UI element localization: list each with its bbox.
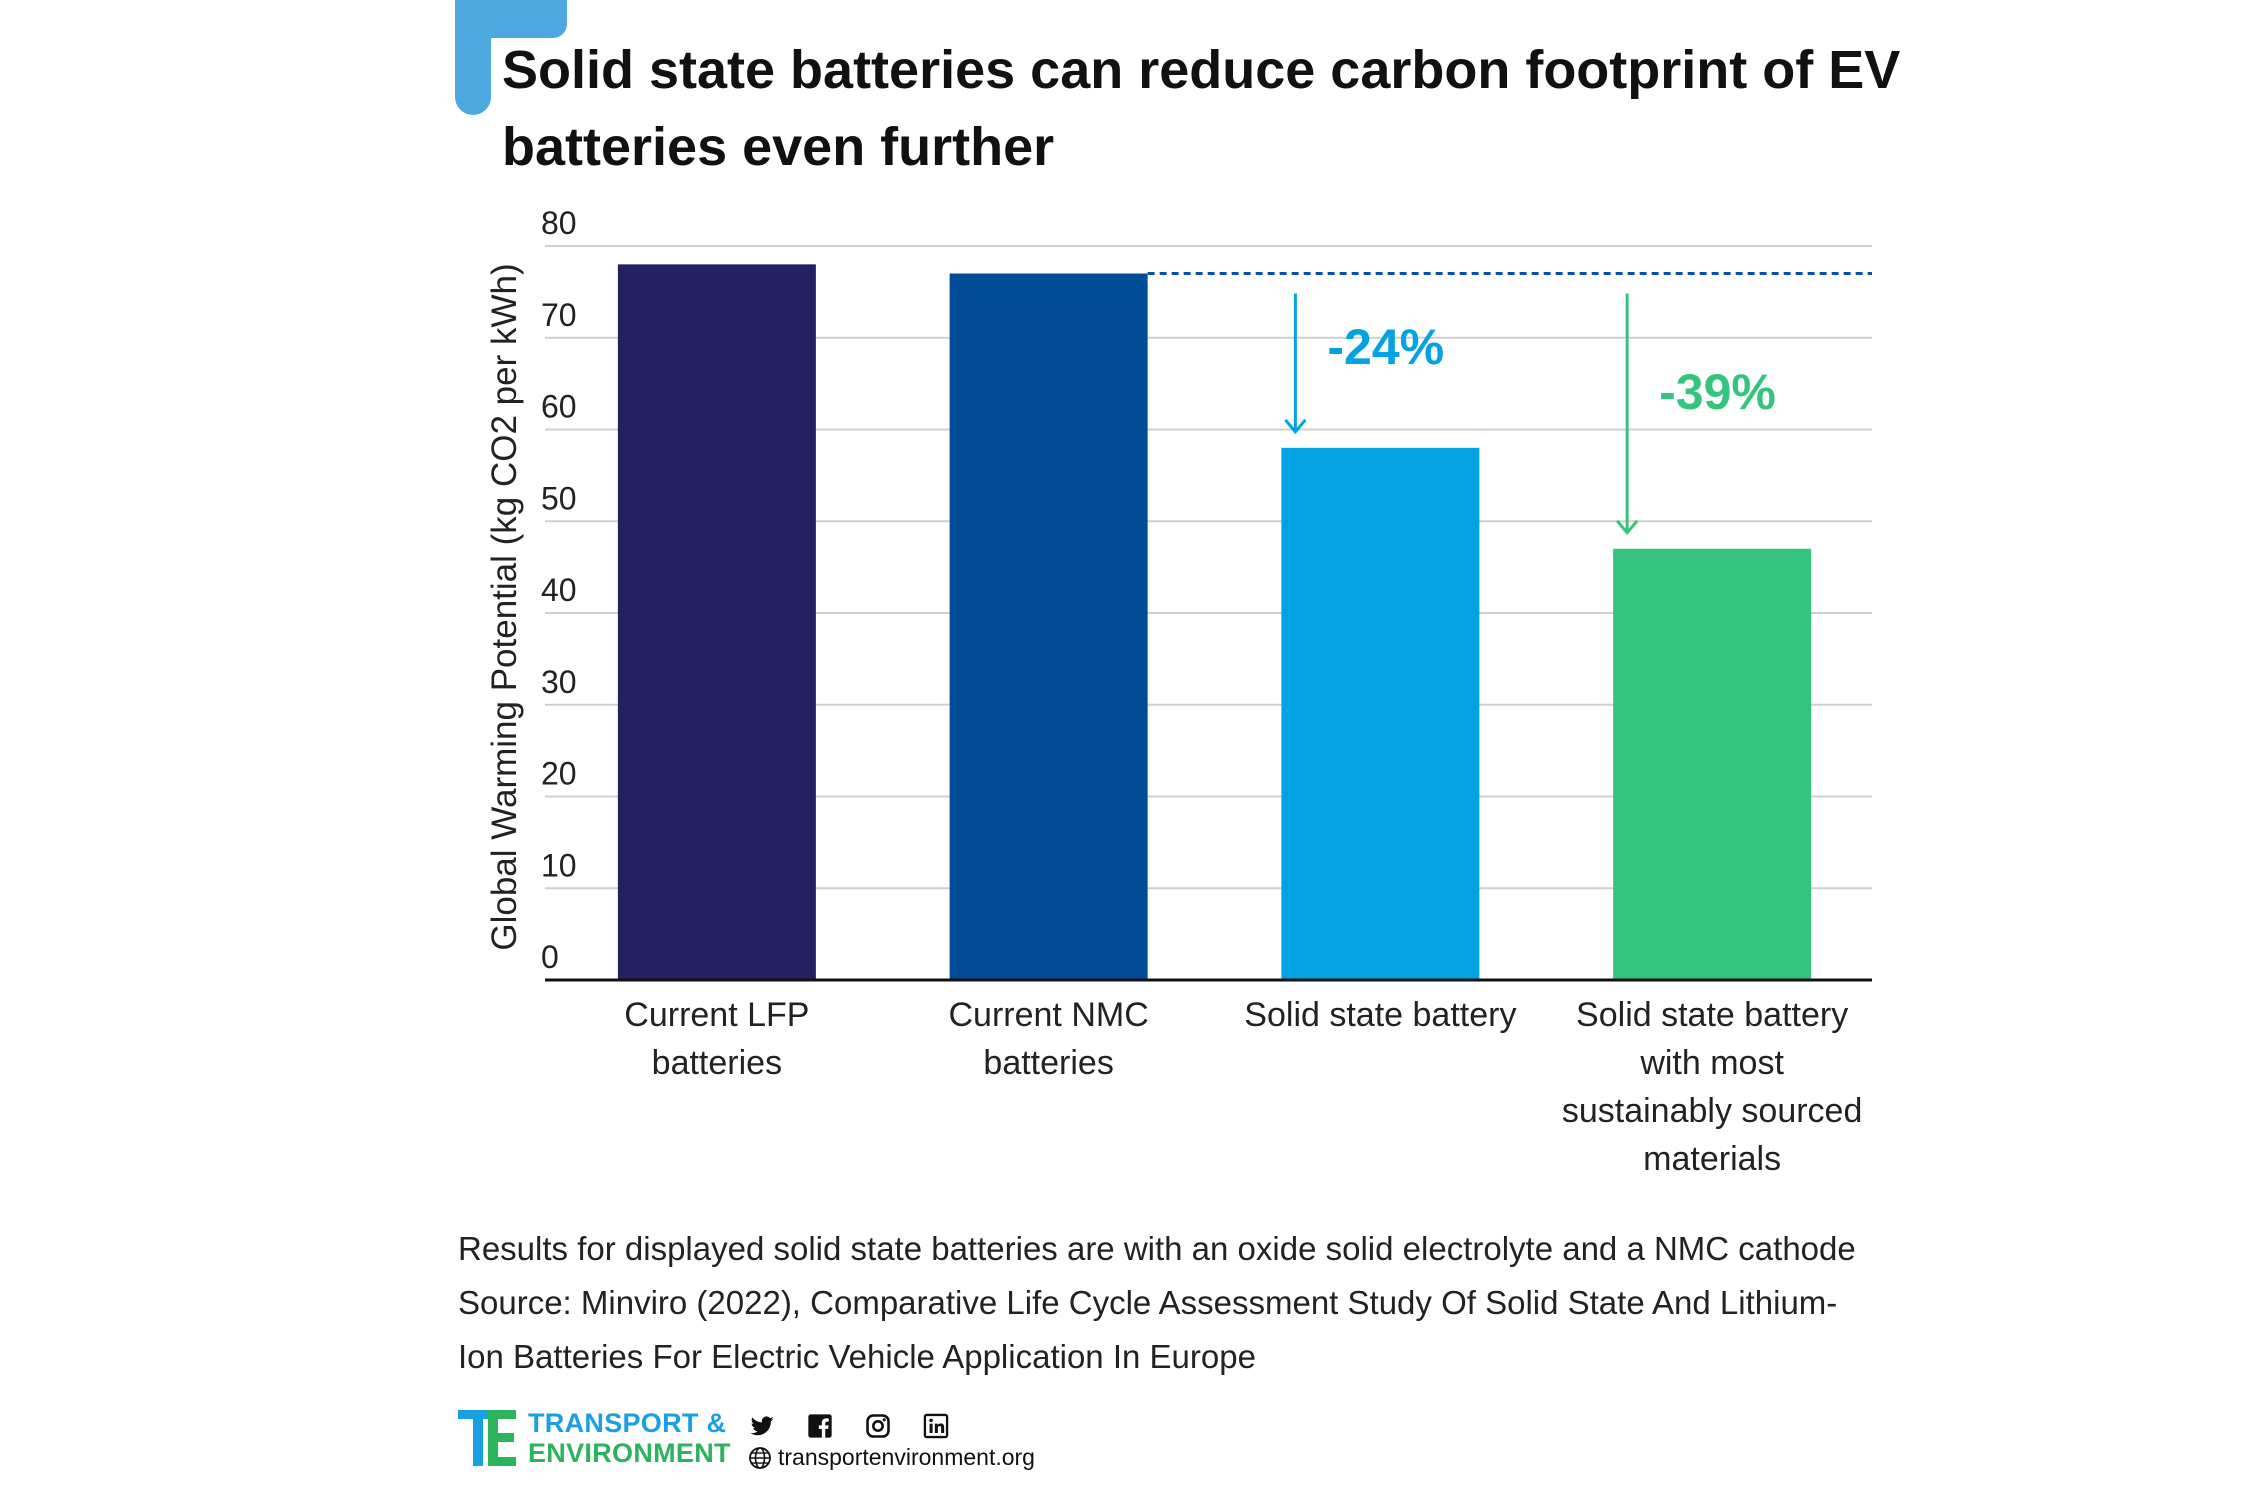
y-tick-label-20: 20 bbox=[541, 756, 577, 792]
x-category-label-2: Solid state battery bbox=[1244, 996, 1516, 1034]
y-tick-label-30: 30 bbox=[541, 664, 577, 700]
social-links bbox=[748, 1412, 950, 1440]
x-category-label-3-line-3: materials bbox=[1643, 1140, 1781, 1178]
y-tick-label-0: 0 bbox=[541, 939, 559, 975]
globe-icon bbox=[749, 1446, 771, 1469]
y-axis-label: Global Warming Potential (kg CO2 per kWh… bbox=[485, 263, 524, 950]
footnote-source-continued: Ion Batteries For Electric Vehicle Appli… bbox=[458, 1338, 1256, 1375]
x-category-label-3-line-1: with most bbox=[1639, 1044, 1784, 1082]
y-tick-label-80: 80 bbox=[541, 205, 577, 241]
annotation-arrowhead-0 bbox=[1284, 418, 1307, 435]
twitter-icon[interactable] bbox=[748, 1412, 776, 1440]
x-category-label-0: Current LFP batteries bbox=[624, 996, 809, 1082]
bar-2 bbox=[1281, 447, 1480, 981]
y-tick-label-40: 40 bbox=[541, 572, 577, 608]
linkedin-icon[interactable] bbox=[922, 1412, 950, 1440]
bar-chart: 0 10 20 30 40 50 60 70 80 Global Warming Potentia… bbox=[485, 205, 1872, 1178]
annotation-arrowhead-1 bbox=[1615, 519, 1639, 536]
footer: TRANSPORT & ENVIRONMENT t bbox=[458, 1408, 1158, 1471]
bar-0 bbox=[617, 264, 816, 981]
title-accent-mark bbox=[455, 0, 567, 115]
y-tick-label-70: 70 bbox=[541, 297, 577, 333]
website-text: transportenvironment.org bbox=[778, 1444, 1035, 1470]
y-tick-label-50: 50 bbox=[541, 480, 577, 516]
x-category-label-0-line-1: batteries bbox=[652, 1044, 782, 1082]
footnote-source: Source: Minviro (2022), Comparative Life… bbox=[458, 1284, 1838, 1321]
x-category-label-3-line-0: Solid state battery bbox=[1576, 996, 1848, 1034]
annotation-label-1: -39% bbox=[1659, 364, 1776, 420]
brand-name: TRANSPORT & ENVIRONMENT bbox=[528, 1408, 731, 1468]
bar-3 bbox=[1613, 548, 1812, 980]
te-logo-icon bbox=[458, 1410, 516, 1466]
brand-line-1: TRANSPORT & bbox=[528, 1408, 727, 1438]
x-category-label-3-line-2: sustainably sourced bbox=[1562, 1092, 1863, 1130]
x-category-label-0-line-0: Current LFP bbox=[624, 996, 809, 1034]
instagram-icon[interactable] bbox=[864, 1412, 892, 1440]
accent-horizontal-bar bbox=[455, 0, 567, 38]
y-tick-label-10: 10 bbox=[541, 847, 577, 883]
website-link[interactable]: transportenvironment.org bbox=[748, 1444, 1035, 1471]
footnote-electrolyte: Results for displayed solid state batter… bbox=[458, 1230, 1856, 1267]
y-tick-label-60: 60 bbox=[541, 389, 577, 425]
chart-title: Solid state batteries can reduce carbon … bbox=[502, 40, 1901, 177]
x-category-label-1-line-0: Current NMC bbox=[949, 996, 1149, 1034]
brand-line-2: ENVIRONMENT bbox=[528, 1438, 731, 1468]
annotation-label-0: -24% bbox=[1327, 319, 1444, 375]
x-category-label-1-line-1: batteries bbox=[983, 1044, 1113, 1082]
bar-1 bbox=[949, 273, 1148, 980]
x-category-label-1: Current NMC batteries bbox=[949, 996, 1149, 1082]
x-category-label-3: Solid state battery with most sustainably … bbox=[1562, 996, 1863, 1178]
x-category-label-2-line-0: Solid state battery bbox=[1244, 996, 1516, 1034]
facebook-icon[interactable] bbox=[806, 1412, 834, 1440]
